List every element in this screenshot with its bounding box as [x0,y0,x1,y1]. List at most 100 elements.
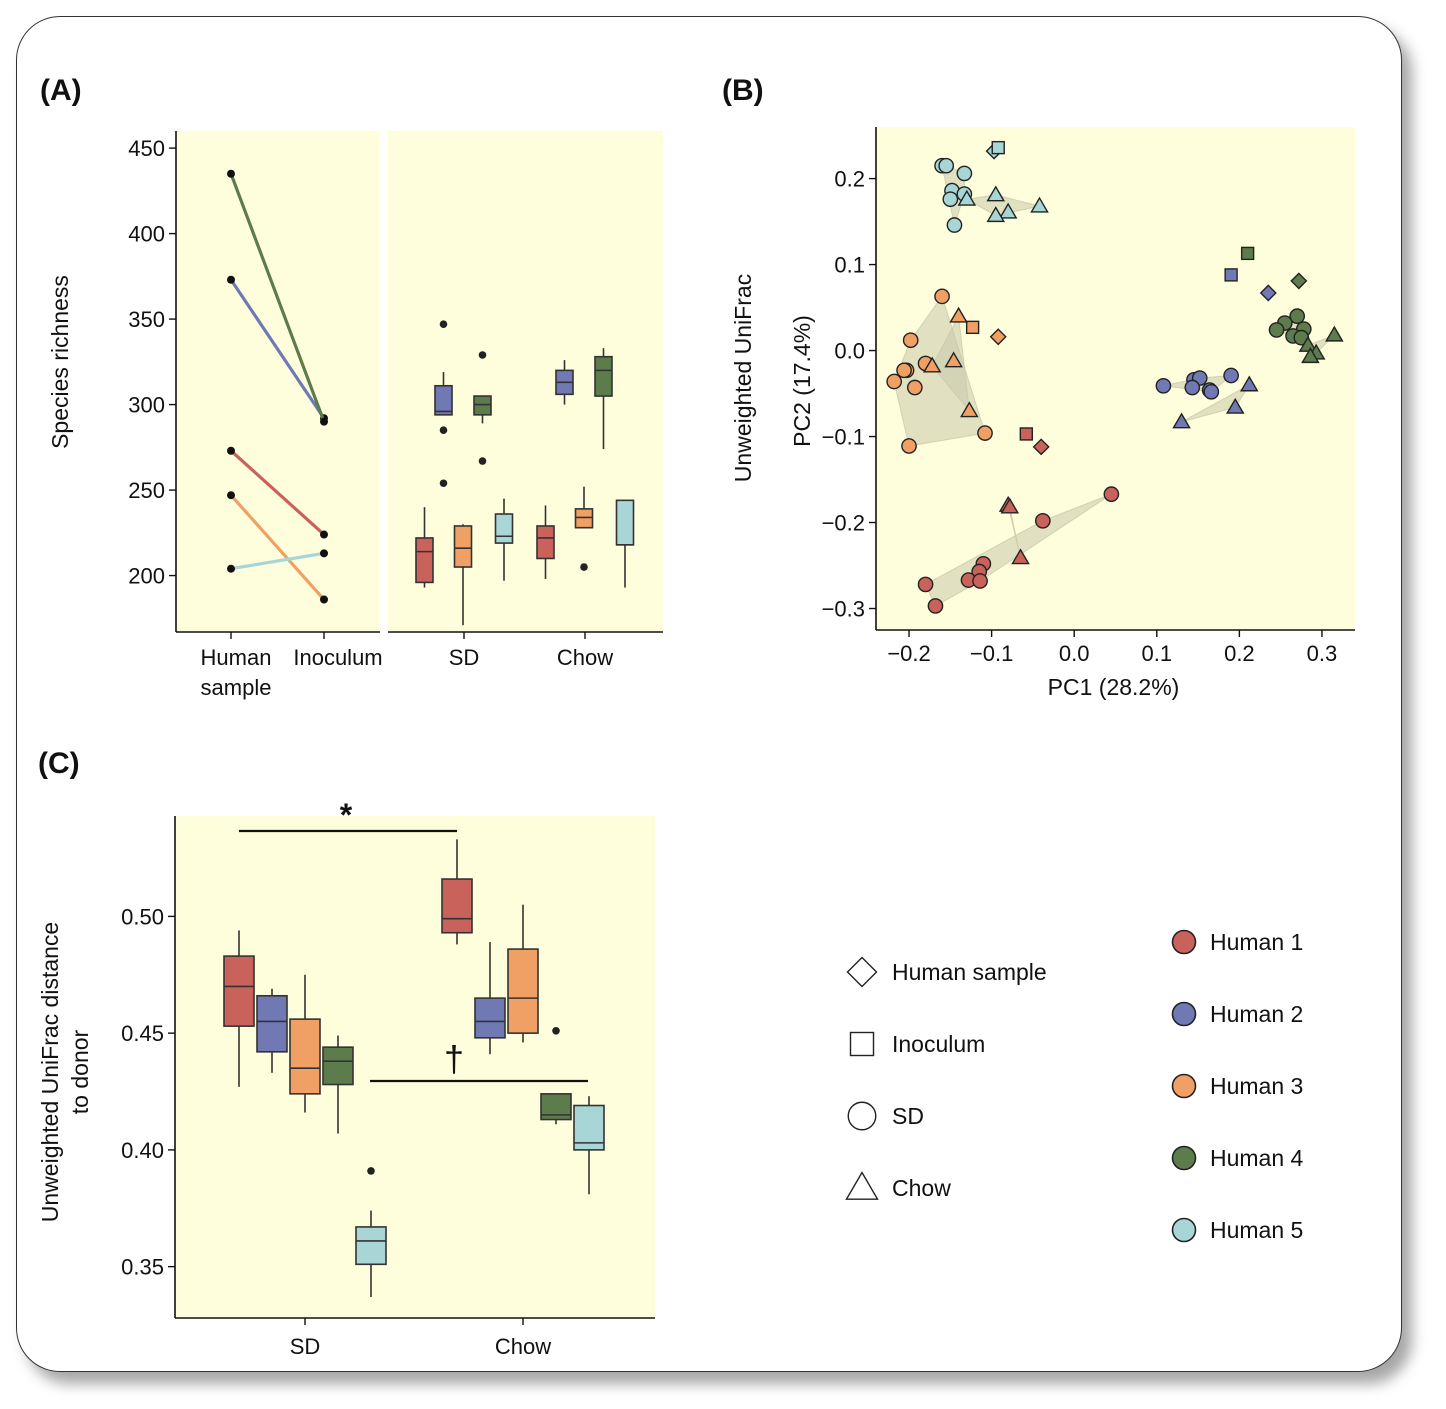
legend-group-label-3: Human 3 [1210,1073,1303,1099]
legend-group-swatch-2 [1171,1001,1197,1027]
panel-c-xlabel-sd: SD [290,1334,321,1359]
panel-a-box-sd-3-box [453,525,473,568]
panel-a-point-inoculum-1 [320,530,328,539]
panel-b-ytick-label--0.3: −0.3 [822,597,865,622]
panel-a-box-chow-1-box [536,525,555,560]
panel-b-point-56 [1034,512,1051,529]
panel-b-point-41 [902,332,919,349]
panel-c-y-title-line2: to donor [67,1029,93,1114]
panel-a-left-bg [176,131,379,632]
legend-group-swatch-3 [1171,1073,1197,1099]
panel-c-box-chow-2-box [474,997,506,1039]
panel-c-box-chow-1-box [441,878,473,934]
panel-a-box-chow-3-outlier-0 [580,563,588,571]
panel-a-point-human-4 [227,169,235,178]
panel-a-box-sd-5-box [494,513,514,544]
panel-b-point-44 [896,362,912,379]
panel-b-point-64 [1000,497,1020,514]
panel-b-point-61 [917,576,934,593]
panel-c-xlabel-chow: Chow [495,1334,551,1359]
panel-a-ytick-label-300: 300 [128,393,165,418]
legend-group-label-5: Human 5 [1210,1217,1303,1243]
legend-group-swatch-1 [1171,929,1197,955]
panel-b-point-50 [944,351,963,368]
panel-a-line-human-3 [229,494,326,601]
panel-c-sig-dagger: † [444,1038,464,1079]
panel-b-point-40 [934,288,950,305]
panel-b-point-22 [1325,325,1344,342]
panel-b-point-54 [1019,427,1033,441]
panel-a-box-sd-2-outlier-1 [439,426,448,435]
panel-b-point-8 [946,217,963,233]
panel-label-b: (B) [722,74,764,107]
panel-b-point-4 [956,165,973,182]
panel-a-xlabel-sd: SD [449,645,480,670]
panel-c-box-sd-4-box [322,1046,354,1086]
panel-b-point-14 [1290,272,1308,290]
panel-c-box-chow-4-box [540,1093,572,1121]
panel-c-box-sd-2-box [256,994,288,1053]
panel-b-point-37 [1172,412,1191,429]
panel-a-point-human-3 [227,491,235,500]
panel-a-point-inoculum-5 [320,549,328,558]
panel-b-point-11 [998,202,1018,219]
legend-shape-label-2: Inoculum [892,1031,985,1057]
panel-b-point-16 [1289,308,1306,325]
panel-c-box-sd-3-box [289,1018,321,1095]
panel-a-point-human-1 [227,446,235,455]
panel-b-point-60 [972,573,988,589]
panel-a-box-chow-5-box [615,499,635,546]
panel-c-box-sd-5-outlier-0 [367,1167,375,1175]
panel-b-ytick-label-0.1: 0.1 [834,253,865,278]
panel-b-point-23 [1298,335,1318,352]
panel-b-point-46 [906,379,923,396]
legend-square-icon [849,1031,875,1057]
panel-c-box-chow-3-box [507,948,539,1034]
panel-b-point-36 [1225,397,1245,414]
panel-b-hull-5 [1181,383,1251,423]
panel-c-ytick-label-0.35: 0.35 [121,1255,164,1280]
panel-c-bg [175,816,655,1318]
panel-b-point-15 [1240,246,1255,261]
panel-c-box-sd-5-box [355,1226,387,1266]
panel-a-ytick-label-400: 400 [128,222,165,247]
panel-b-point-12 [986,206,1006,223]
panel-a-ytick-label-350: 350 [128,307,165,332]
legend-group-swatch-4 [1171,1145,1197,1171]
panel-b-xtick-label--0.1: −0.1 [970,641,1013,666]
legend-group-label-2: Human 2 [1210,1001,1303,1027]
panel-b-point-62 [927,598,944,614]
panel-b-xtick-label-0.3: 0.3 [1307,641,1338,666]
panel-b-x-title: PC1 (28.2%) [1048,674,1180,700]
panel-b-point-28 [1155,377,1172,394]
panel-a-y-title: Species richness [47,275,73,449]
panel-label-c: (C) [38,747,80,780]
panel-c-y-title-line1: Unweighted UniFrac distance [37,922,63,1222]
panel-c-ytick-label-0.45: 0.45 [121,1021,164,1046]
panel-b-point-52 [960,401,979,418]
legend-shape-label-1: Human sample [892,959,1047,985]
panel-a-line-human-2 [229,278,326,420]
panel-c-box-sd-1-box [223,955,255,1027]
legend-group-label-4: Human 4 [1210,1145,1304,1171]
panel-a-box-chow-4-box [594,355,613,397]
panel-b-ytick-label--0.2: −0.2 [822,511,865,536]
panel-b-xtick-label--0.2: −0.2 [887,641,930,666]
panel-a-line-human-4 [229,173,326,423]
panel-b-point-34 [1203,383,1220,400]
panel-b-xtick-label-0.2: 0.2 [1224,641,1255,666]
panel-b-ytick-label-0.2: 0.2 [834,167,865,192]
panel-c-sig-star: * [340,797,353,833]
panel-a-right-bg [388,131,663,632]
panel-a-box-sd-4-outlier-0 [478,351,487,359]
panel-b-point-55 [1103,486,1120,502]
panel-b-point-65 [1011,548,1030,565]
panel-b-point-47 [977,425,993,441]
panel-b-point-53 [1032,438,1050,456]
panel-b-point-38 [989,328,1007,346]
panel-a-ytick-label-200: 200 [128,564,165,589]
legend-triangle-icon [845,1171,879,1200]
panel-a-box-chow-3-box [574,508,594,529]
legend-group-label-1: Human 1 [1210,929,1303,955]
panel-b-point-13 [1030,196,1049,213]
